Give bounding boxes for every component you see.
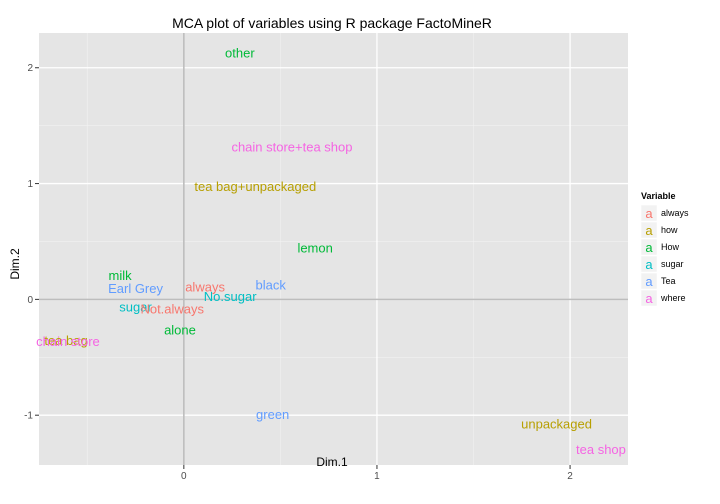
legend-label: where xyxy=(660,293,686,303)
plot-panel xyxy=(39,33,628,465)
x-axis-ticks: 0 1 2 xyxy=(181,465,573,482)
y-tick-label: 2 xyxy=(27,63,33,74)
legend-key-glyph: a xyxy=(645,274,653,289)
x-axis-title: Dim.1 xyxy=(316,455,348,469)
point-label-tea-bag-unpackaged: tea bag+unpackaged xyxy=(194,179,316,194)
point-label-chain-store: chain store xyxy=(36,334,100,349)
point-label-alone: alone xyxy=(164,322,196,337)
legend-title: Variable xyxy=(641,191,676,201)
point-label-no-sugar: No.sugar xyxy=(204,289,257,304)
legend-key xyxy=(640,221,658,239)
legend-label: Tea xyxy=(661,276,676,286)
x-tick-label: 1 xyxy=(374,471,380,482)
y-tick-label: 0 xyxy=(27,295,33,306)
point-label-green: green xyxy=(256,407,289,422)
legend-key xyxy=(640,238,658,256)
legend-key-glyph: a xyxy=(645,206,653,221)
point-label-always: always xyxy=(185,280,225,295)
y-tick-label: -1 xyxy=(24,411,33,422)
minor-gridlines xyxy=(39,33,628,465)
chart-title: MCA plot of variables using R package Fa… xyxy=(172,15,492,31)
legend-key xyxy=(640,255,658,273)
zero-reference-lines xyxy=(39,33,628,465)
point-label-unpackaged: unpackaged xyxy=(521,416,592,431)
point-label-tea-shop: tea shop xyxy=(576,442,626,457)
x-tick-label: 2 xyxy=(567,471,573,482)
y-axis-ticks: -1 0 1 2 xyxy=(24,63,39,422)
legend-label: sugar xyxy=(661,259,684,269)
y-axis-title: Dim.2 xyxy=(8,248,22,280)
point-label-other: other xyxy=(225,46,255,61)
legend-key xyxy=(640,272,658,290)
y-tick-label: 1 xyxy=(27,179,33,190)
point-labels: other chain store+tea shop tea bag+unpacka… xyxy=(36,46,626,457)
legend-key xyxy=(640,204,658,222)
point-label-lemon: lemon xyxy=(297,240,332,255)
legend-key-glyph: a xyxy=(645,257,653,272)
legend-label: How xyxy=(661,242,680,252)
point-label-earl-grey: Earl Grey xyxy=(108,281,163,296)
legend-key-glyph: a xyxy=(645,291,653,306)
point-label-black: black xyxy=(256,277,287,292)
legend-label: always xyxy=(661,208,689,218)
legend-key-glyph: a xyxy=(645,240,653,255)
point-label-sugar: sugar xyxy=(119,299,152,314)
point-label-tea-bag: tea bag xyxy=(44,333,87,348)
point-label-chain-store-tea-shop: chain store+tea shop xyxy=(231,140,352,155)
legend-key xyxy=(640,289,658,307)
legend-key-glyph: a xyxy=(645,223,653,238)
x-tick-label: 0 xyxy=(181,471,187,482)
legend-label: how xyxy=(661,225,678,235)
point-label-not-always: Not.always xyxy=(140,302,204,317)
point-label-milk: milk xyxy=(109,268,133,283)
